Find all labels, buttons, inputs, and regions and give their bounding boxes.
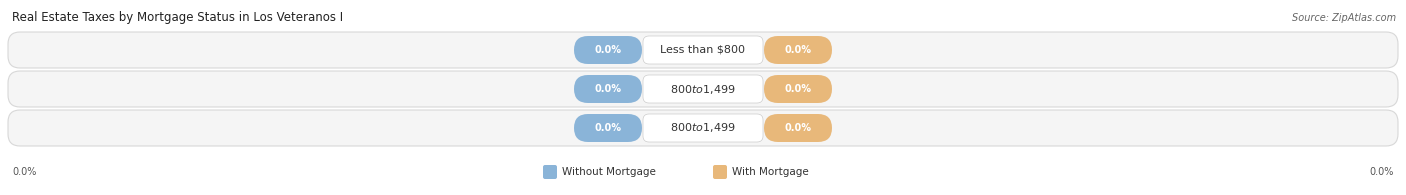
Text: Less than $800: Less than $800	[661, 45, 745, 55]
Text: 0.0%: 0.0%	[595, 45, 621, 55]
Text: Without Mortgage: Without Mortgage	[562, 167, 655, 177]
FancyBboxPatch shape	[713, 165, 727, 179]
FancyBboxPatch shape	[763, 36, 832, 64]
Text: 0.0%: 0.0%	[595, 123, 621, 133]
Text: $800 to $1,499: $800 to $1,499	[671, 82, 735, 96]
FancyBboxPatch shape	[8, 32, 1398, 68]
FancyBboxPatch shape	[574, 75, 643, 103]
Text: Source: ZipAtlas.com: Source: ZipAtlas.com	[1292, 13, 1396, 23]
Text: 0.0%: 0.0%	[785, 45, 811, 55]
Text: With Mortgage: With Mortgage	[733, 167, 808, 177]
Text: $800 to $1,499: $800 to $1,499	[671, 121, 735, 135]
FancyBboxPatch shape	[643, 114, 763, 142]
Text: 0.0%: 0.0%	[1369, 167, 1393, 177]
Text: Real Estate Taxes by Mortgage Status in Los Veteranos I: Real Estate Taxes by Mortgage Status in …	[13, 12, 343, 25]
FancyBboxPatch shape	[574, 36, 643, 64]
FancyBboxPatch shape	[643, 75, 763, 103]
Text: 0.0%: 0.0%	[785, 84, 811, 94]
FancyBboxPatch shape	[643, 36, 763, 64]
FancyBboxPatch shape	[543, 165, 557, 179]
Text: 0.0%: 0.0%	[785, 123, 811, 133]
FancyBboxPatch shape	[763, 75, 832, 103]
FancyBboxPatch shape	[763, 114, 832, 142]
FancyBboxPatch shape	[8, 71, 1398, 107]
Text: 0.0%: 0.0%	[595, 84, 621, 94]
FancyBboxPatch shape	[8, 110, 1398, 146]
FancyBboxPatch shape	[574, 114, 643, 142]
Text: 0.0%: 0.0%	[13, 167, 37, 177]
